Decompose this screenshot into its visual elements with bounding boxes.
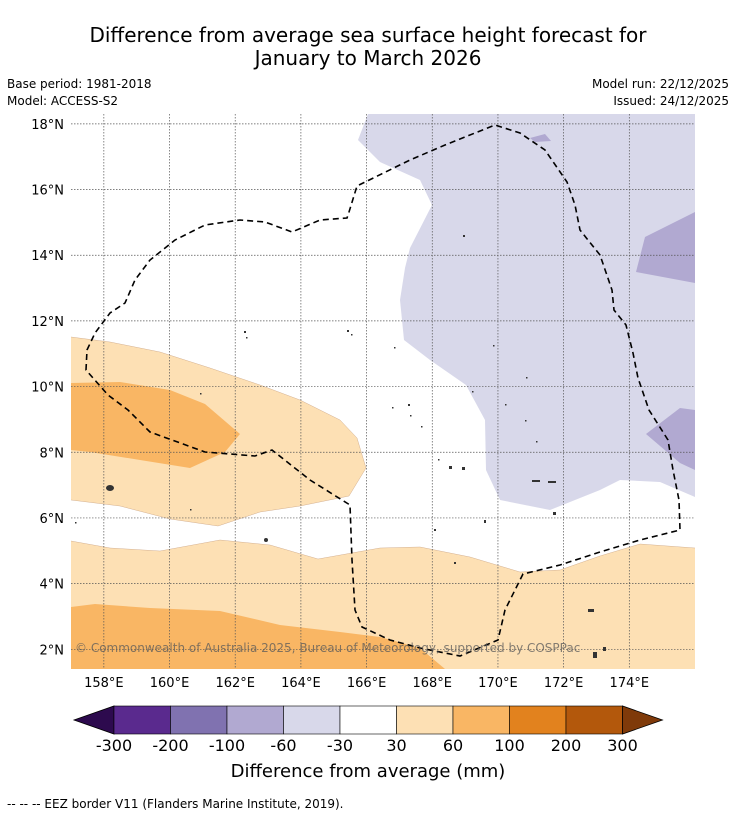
x-tick-label: 170°E — [478, 676, 518, 691]
x-tick-label: 164°E — [281, 676, 321, 691]
colorbar-tick-label: -60 — [270, 736, 297, 755]
x-tick-label: 160°E — [150, 676, 190, 691]
region-pos-60-100-south — [71, 604, 445, 669]
colorbar-tick-label: 30 — [386, 736, 407, 755]
y-tick-label: 16°N — [31, 184, 64, 199]
colorbar-tick-label: 300 — [607, 736, 638, 755]
y-tick-label: 14°N — [31, 249, 64, 264]
colorbar-title: Difference from average (mm) — [230, 761, 506, 782]
y-tick-label: 10°N — [31, 381, 64, 396]
contour-lines — [71, 336, 695, 573]
islands — [75, 235, 606, 658]
y-axis-ticks: 18°N 16°N 14°N 12°N 10°N 8°N 6°N 4°N 2°N — [31, 118, 64, 658]
y-tick-label: 12°N — [31, 315, 64, 330]
colorbar-bin — [452, 705, 510, 735]
eez-border — [85, 124, 681, 657]
x-tick-label: 174°E — [610, 676, 650, 691]
x-tick-label: 172°E — [544, 676, 584, 691]
colorbar-bin — [509, 705, 567, 735]
region-neg-30-60-b — [530, 134, 551, 142]
region-pos-60-100-north — [71, 382, 240, 468]
colorbar-over-arrow — [622, 705, 664, 735]
eez-legend: -- -- -- EEZ border V11 (Flanders Marine… — [7, 797, 344, 811]
y-tick-label: 8°N — [40, 446, 65, 461]
colorbar-tick-label: 60 — [442, 736, 464, 755]
colorbar-tick-label: -30 — [326, 736, 354, 755]
model-name: Model: ACCESS-S2 — [7, 94, 119, 108]
x-axis-ticks: 158°E 160°E 162°E 164°E 166°E 168°E 170°E 172°E… — [84, 676, 649, 691]
model-run: Model run: 22/12/2025 — [591, 77, 729, 91]
x-tick-label: 166°E — [347, 676, 387, 691]
colorbar-bin — [113, 705, 171, 735]
chart-title-line1: Difference from average sea surface heig… — [89, 23, 647, 47]
map-gridlines — [71, 114, 695, 669]
colorbar-tick-label: -300 — [95, 736, 133, 755]
colorbar-tick-label: 200 — [550, 736, 582, 755]
colorbar-tick-label: -100 — [208, 736, 246, 755]
region-neg-60-100-a — [636, 212, 695, 283]
base-period: Base period: 1981-2018 — [7, 77, 152, 91]
colorbar-bin — [226, 705, 284, 735]
region-neg-60-100-b — [646, 408, 695, 470]
colorbar-bin — [283, 705, 341, 735]
issued-date: Issued: 24/12/2025 — [613, 94, 729, 108]
map-plot-area — [71, 114, 695, 669]
colorbar — [72, 705, 664, 735]
colorbar-tick-label: -200 — [152, 736, 189, 755]
y-tick-label: 18°N — [31, 118, 64, 133]
y-tick-label: 2°N — [40, 643, 65, 658]
copyright-notice: © Commonwealth of Australia 2025, Bureau… — [75, 641, 581, 655]
colorbar-bin — [339, 705, 397, 735]
colorbar-bin — [565, 705, 623, 735]
y-tick-label: 4°N — [40, 578, 65, 593]
chart-title-line2: January to March 2026 — [254, 46, 482, 70]
y-tick-label: 6°N — [40, 512, 65, 527]
colorbar-under-arrow — [72, 705, 115, 735]
colorbar-tick-label: 100 — [494, 736, 525, 755]
colorbar-bin — [170, 705, 228, 735]
colorbar-bin — [396, 705, 454, 735]
x-tick-label: 158°E — [84, 676, 124, 691]
x-tick-label: 162°E — [215, 676, 255, 691]
region-neg-30-60 — [358, 114, 695, 510]
x-tick-label: 168°E — [412, 676, 452, 691]
